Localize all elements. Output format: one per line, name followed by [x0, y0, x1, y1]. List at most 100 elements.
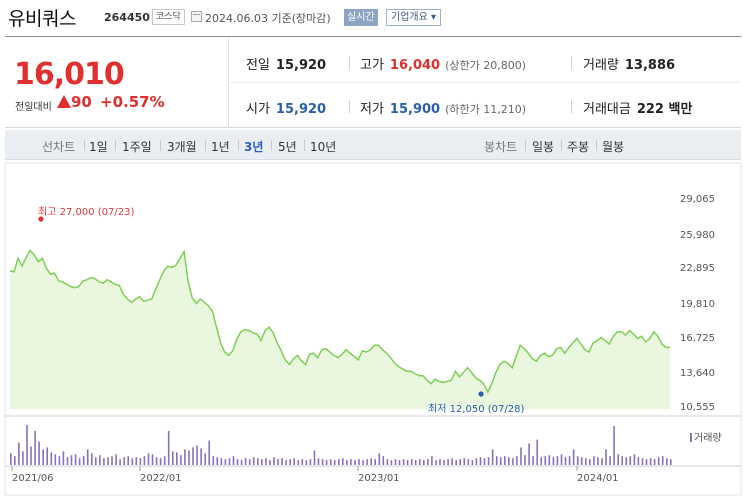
volume-bar — [42, 449, 44, 465]
volume-bar — [184, 449, 186, 465]
line-chart-label[interactable]: 선차트 — [42, 140, 76, 154]
x-tick-label: 2024/01 — [577, 473, 619, 484]
header: 유비쿼스 264450 코스닥 2024.06.03 기준(장마감) 실시간 기… — [0, 0, 743, 34]
volume-bar — [564, 457, 567, 465]
volume-bar — [192, 447, 194, 465]
volume-bar — [127, 456, 129, 465]
divider — [304, 140, 305, 151]
volume-bar — [22, 451, 24, 465]
divider — [571, 56, 572, 69]
volume-bar — [50, 452, 53, 465]
volume-bar — [261, 459, 263, 465]
volume-bar — [394, 459, 397, 465]
y-tick-label: 10,555 — [680, 402, 715, 413]
period-tab-daily[interactable]: 일봉 — [532, 140, 555, 154]
volume-bar — [115, 454, 117, 465]
period-tab-weekly[interactable]: 주봉 — [567, 140, 590, 154]
range-tab-1d[interactable]: 1일 — [89, 140, 108, 154]
volume-bar — [447, 459, 449, 465]
change-label: 전일대비 — [15, 102, 52, 113]
range-tab-10y[interactable]: 10년 — [310, 140, 337, 154]
prev-close-value: 15,920 — [275, 58, 327, 73]
volume-bar — [212, 456, 215, 465]
period-tab-monthly[interactable]: 월봉 — [602, 140, 625, 154]
amount-label: 거래대금 — [583, 102, 631, 117]
volume-bar — [443, 460, 445, 465]
market-badge: 코스닥 — [152, 9, 185, 25]
range-tab-1y[interactable]: 1년 — [211, 140, 230, 154]
volume-bar — [232, 456, 235, 465]
volume-bar — [649, 458, 652, 465]
volume-bar — [167, 430, 170, 465]
volume-bar — [333, 460, 336, 465]
chart-tabs-bar: 선차트 1일 1주일 3개월 1년 3년 5년 10년 봉차트 일봉 주봉 월봉 — [5, 130, 741, 160]
x-tick-label: 2021/06 — [12, 473, 54, 484]
volume-bar — [585, 458, 587, 465]
prev-close: 전일 15,920 — [246, 54, 326, 73]
volume-bar — [572, 449, 575, 465]
volume-bar — [224, 459, 227, 465]
volume-bar — [176, 452, 178, 465]
range-tab-5y[interactable]: 5년 — [278, 140, 297, 154]
volume-bar — [390, 460, 393, 465]
volume-bar — [512, 458, 514, 465]
volume-bar — [475, 458, 478, 465]
volume-bar — [34, 430, 36, 465]
price-line — [9, 249, 671, 394]
volume-bar — [119, 459, 121, 465]
volume-bar — [617, 454, 619, 465]
volume-bar — [471, 460, 474, 465]
y-tick-label: 13,640 — [680, 368, 715, 379]
y-tick-label: 29,065 — [680, 194, 715, 205]
volume-bar — [78, 458, 81, 465]
volume-bar — [657, 457, 660, 465]
high-value: 16,040 — [389, 58, 441, 73]
volume-bar — [406, 460, 409, 465]
volume-bar — [633, 454, 636, 465]
divider — [160, 140, 161, 151]
volume-bar — [172, 451, 174, 465]
realtime-button[interactable]: 실시간 — [344, 9, 378, 26]
range-tab-3y[interactable]: 3년 — [244, 140, 264, 154]
volume-bar — [321, 459, 324, 465]
stock-code: 264450 — [104, 11, 150, 24]
volume-bar — [451, 458, 453, 465]
volume-bar — [252, 457, 255, 465]
divider — [271, 140, 272, 151]
amount-value: 222 백만 — [636, 102, 693, 117]
volume-bar — [621, 456, 623, 465]
range-tab-1w[interactable]: 1주일 — [122, 140, 152, 154]
volume-bar — [398, 460, 401, 465]
volume-bar — [374, 459, 376, 465]
volume: 거래량 13,886 — [583, 54, 675, 73]
low-label: 저가 — [360, 102, 384, 117]
volume-bar — [613, 426, 615, 465]
volume-bar — [666, 458, 668, 465]
volume-bar — [362, 460, 364, 465]
range-tab-3m[interactable]: 3개월 — [167, 140, 197, 154]
chart-frame — [4, 162, 742, 496]
volume-bar — [402, 459, 405, 465]
volume-bar — [273, 457, 275, 465]
volume-bar — [208, 440, 210, 465]
volume-bar — [289, 459, 291, 465]
volume-bar — [10, 453, 12, 465]
volume-bar — [46, 447, 48, 465]
volume-bar — [414, 460, 417, 465]
volume-bar — [285, 460, 287, 465]
volume-bar — [670, 459, 672, 465]
trade-amount: 거래대금 222 백만 — [583, 98, 692, 117]
price-area — [10, 250, 670, 409]
volume-bar — [82, 456, 85, 465]
volume-bar — [589, 459, 591, 465]
divider — [115, 140, 116, 151]
stock-name[interactable]: 유비쿼스 — [8, 8, 76, 30]
row-divider — [230, 82, 740, 83]
change-value: 90 — [71, 93, 92, 111]
volume-bar — [495, 456, 498, 465]
candle-chart-label[interactable]: 봉차트 — [484, 140, 518, 154]
volume-bar — [358, 459, 360, 465]
volume-bar — [625, 457, 628, 465]
company-overview-dropdown[interactable]: 기업개요 ▾ — [386, 9, 441, 26]
